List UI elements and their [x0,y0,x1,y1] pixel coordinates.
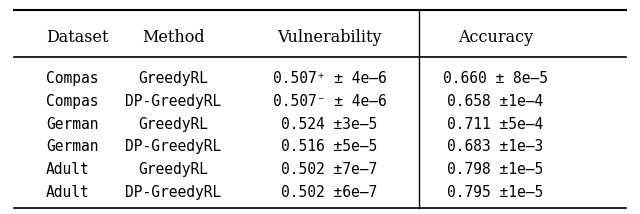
Text: 0.502 ±6e–7: 0.502 ±6e–7 [282,185,378,200]
Text: 0.711 ±5e–4: 0.711 ±5e–4 [447,117,543,132]
Text: 0.658 ±1e–4: 0.658 ±1e–4 [447,94,543,109]
Text: German: German [46,140,99,155]
Text: Adult: Adult [46,185,90,200]
Text: DP-GreedyRL: DP-GreedyRL [125,140,221,155]
Text: Accuracy: Accuracy [458,29,532,46]
Text: Compas: Compas [46,71,99,86]
Text: 0.660 ± 8e–5: 0.660 ± 8e–5 [443,71,548,86]
Text: Compas: Compas [46,94,99,109]
Text: Adult: Adult [46,162,90,177]
Text: DP-GreedyRL: DP-GreedyRL [125,185,221,200]
Text: GreedyRL: GreedyRL [138,71,209,86]
Text: 0.798 ±1e–5: 0.798 ±1e–5 [447,162,543,177]
Text: GreedyRL: GreedyRL [138,162,209,177]
Text: German: German [46,117,99,132]
Text: GreedyRL: GreedyRL [138,117,209,132]
Text: 0.502 ±7e–7: 0.502 ±7e–7 [282,162,378,177]
Text: 0.507⁺ ± 4e–6: 0.507⁺ ± 4e–6 [273,71,387,86]
Text: DP-GreedyRL: DP-GreedyRL [125,94,221,109]
Text: 0.795 ±1e–5: 0.795 ±1e–5 [447,185,543,200]
Text: Vulnerability: Vulnerability [277,29,382,46]
Text: 0.524 ±3e–5: 0.524 ±3e–5 [282,117,378,132]
Text: Dataset: Dataset [46,29,109,46]
Text: 0.516 ±5e–5: 0.516 ±5e–5 [282,140,378,155]
Text: Method: Method [142,29,205,46]
Text: 0.507⁻ ± 4e–6: 0.507⁻ ± 4e–6 [273,94,387,109]
Text: 0.683 ±1e–3: 0.683 ±1e–3 [447,140,543,155]
